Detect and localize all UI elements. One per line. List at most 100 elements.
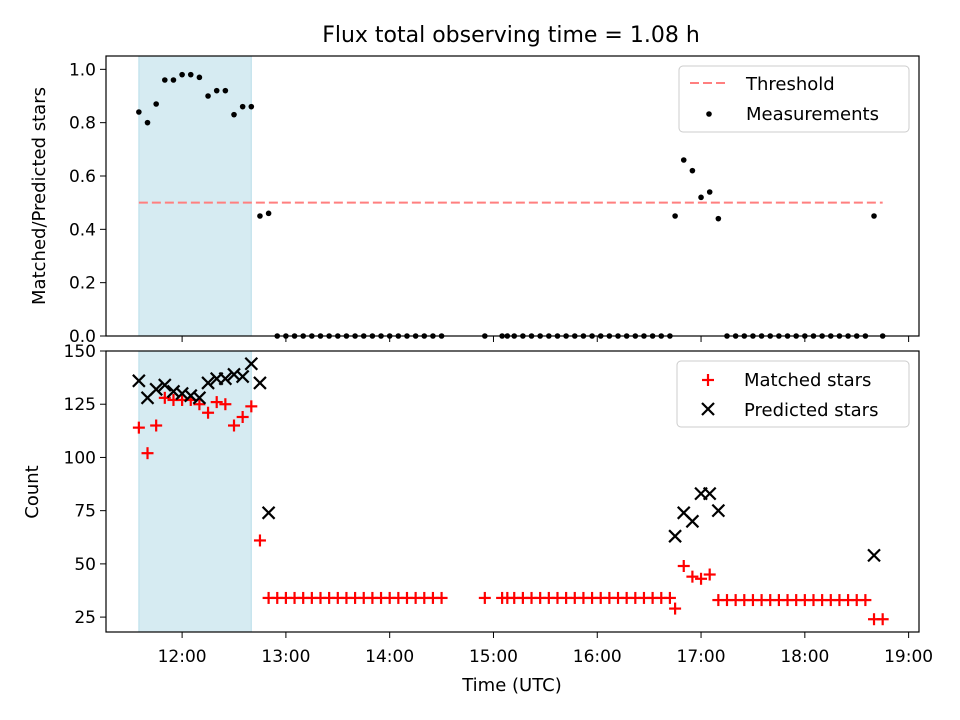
count-y-ticks: 25 50 75 100 125 150 [64,342,106,628]
measurement-point [231,111,237,118]
measurement-point [239,103,246,110]
matched-star-point [686,570,699,583]
count-plot-frame [105,350,920,633]
predicted-star-point [668,529,682,543]
count-x-ticks: 12:00 13:00 14:00 15:00 16:00 17:00 18:00 19:00 [158,632,933,667]
predicted-star-point [711,503,726,518]
ratio-y-tick-label: 0.8 [69,114,96,134]
predicted-star-point [244,356,259,371]
measurement-point [153,101,159,107]
matched-star-point [245,400,258,413]
predicted-star-point [702,486,717,501]
count-y-tick-label: 25 [74,608,96,628]
matched-star-point [663,591,676,604]
measurement-point [257,213,263,219]
ratio-x-ticks [181,336,910,342]
count-y-tick-label: 125 [64,395,96,415]
x-axis-label: Time (UTC) [461,675,562,696]
x-tick-label: 17:00 [677,647,726,667]
matched-star-point [876,613,889,626]
ratio-y-axis-label: Matched/Predicted stars [29,87,50,305]
predicted-star-point [235,369,250,384]
matched-star-point [253,534,266,547]
count-panel: 25 50 75 100 125 150 12:00 13:00 14:00 15:00 16:0… [22,342,933,696]
matched-legend-marker [702,374,714,386]
measurement-point [706,189,713,195]
count-y-tick-label: 150 [64,342,96,362]
ratio-legend-box [678,65,910,133]
matched-star-point [228,419,241,432]
measurement-point [144,119,151,126]
count-legend-box [676,360,910,428]
ratio-highlight-span [138,55,252,337]
measurement-point [680,157,687,163]
ratio-y-tick-label: 0.0 [69,327,96,347]
predicted-star-point [218,371,233,386]
ratio-panel: 0.0 0.2 0.4 0.6 0.8 1.0 Matched/Predicted sta… [29,55,920,347]
ratio-y-ticks: 0.0 0.2 0.4 0.6 0.8 1.0 [69,60,106,347]
matched-star-point [219,398,232,411]
measurement-point [248,103,255,110]
measurement-point [162,77,168,83]
x-tick-label: 19:00 [884,647,933,667]
ratio-y-tick-label: 0.4 [69,220,96,240]
x-tick-label: 18:00 [780,647,829,667]
predicted-star-point [253,376,267,390]
matched-star-point [677,560,690,573]
measurement-point [265,210,272,217]
predicted-legend-marker [701,402,715,416]
matched-legend-label: Matched stars [744,370,871,391]
ratio-legend: Threshold Measurements [678,65,910,133]
measurement-point [170,77,177,83]
ratio-y-tick-label: 0.2 [69,274,96,294]
matched-star-point [435,591,448,604]
measurement-point [715,215,722,222]
x-tick-label: 14:00 [365,647,414,667]
measurement-point [136,109,142,115]
count-y-tick-label: 50 [74,555,96,575]
predicted-star-point [132,374,146,388]
figure-title: Flux total observing time = 1.08 h [322,23,700,48]
measurement-point [689,167,696,174]
predicted-star-point [261,506,276,520]
count-highlight-span [138,350,252,633]
predicted-star-point [158,378,172,392]
matched-star-point [202,406,215,419]
x-tick-label: 15:00 [469,647,518,667]
x-tick-label: 12:00 [158,647,207,667]
matched-star-point [236,410,249,423]
predicted-stars-series [132,356,881,563]
matched-star-point [859,594,872,607]
ratio-y-tick-label: 1.0 [69,60,96,80]
matched-star-point [695,572,708,585]
measurement-point [196,74,203,81]
predicted-star-point [192,391,207,405]
measurement-point [187,71,194,78]
measurement-point [222,87,229,94]
threshold-legend-label: Threshold [745,74,835,95]
count-y-axis-label: Count [22,465,43,518]
ratio-y-tick-label: 0.6 [69,167,96,187]
x-tick-label: 16:00 [573,647,622,667]
predicted-star-point [201,376,215,390]
matched-star-point [132,421,145,434]
measurement-point [213,87,220,94]
matched-star-point [158,391,171,404]
count-legend: Matched stars Predicted stars [676,360,910,428]
matched-star-point [703,568,716,581]
count-y-tick-label: 100 [64,448,96,468]
matched-star-point [478,591,491,604]
matched-star-point [141,447,154,460]
ratio-plot-frame [105,55,920,337]
count-y-tick-label: 75 [74,502,96,522]
matched-star-point [150,419,163,432]
predicted-legend-label: Predicted stars [744,400,878,421]
matched-star-point [669,602,682,615]
x-tick-label: 13:00 [261,647,310,667]
measurements-legend-label: Measurements [746,104,879,125]
measurement-point [205,93,211,99]
measurement-point [871,213,877,219]
matched-star-point [193,398,206,411]
measurements-legend-marker [706,111,712,117]
